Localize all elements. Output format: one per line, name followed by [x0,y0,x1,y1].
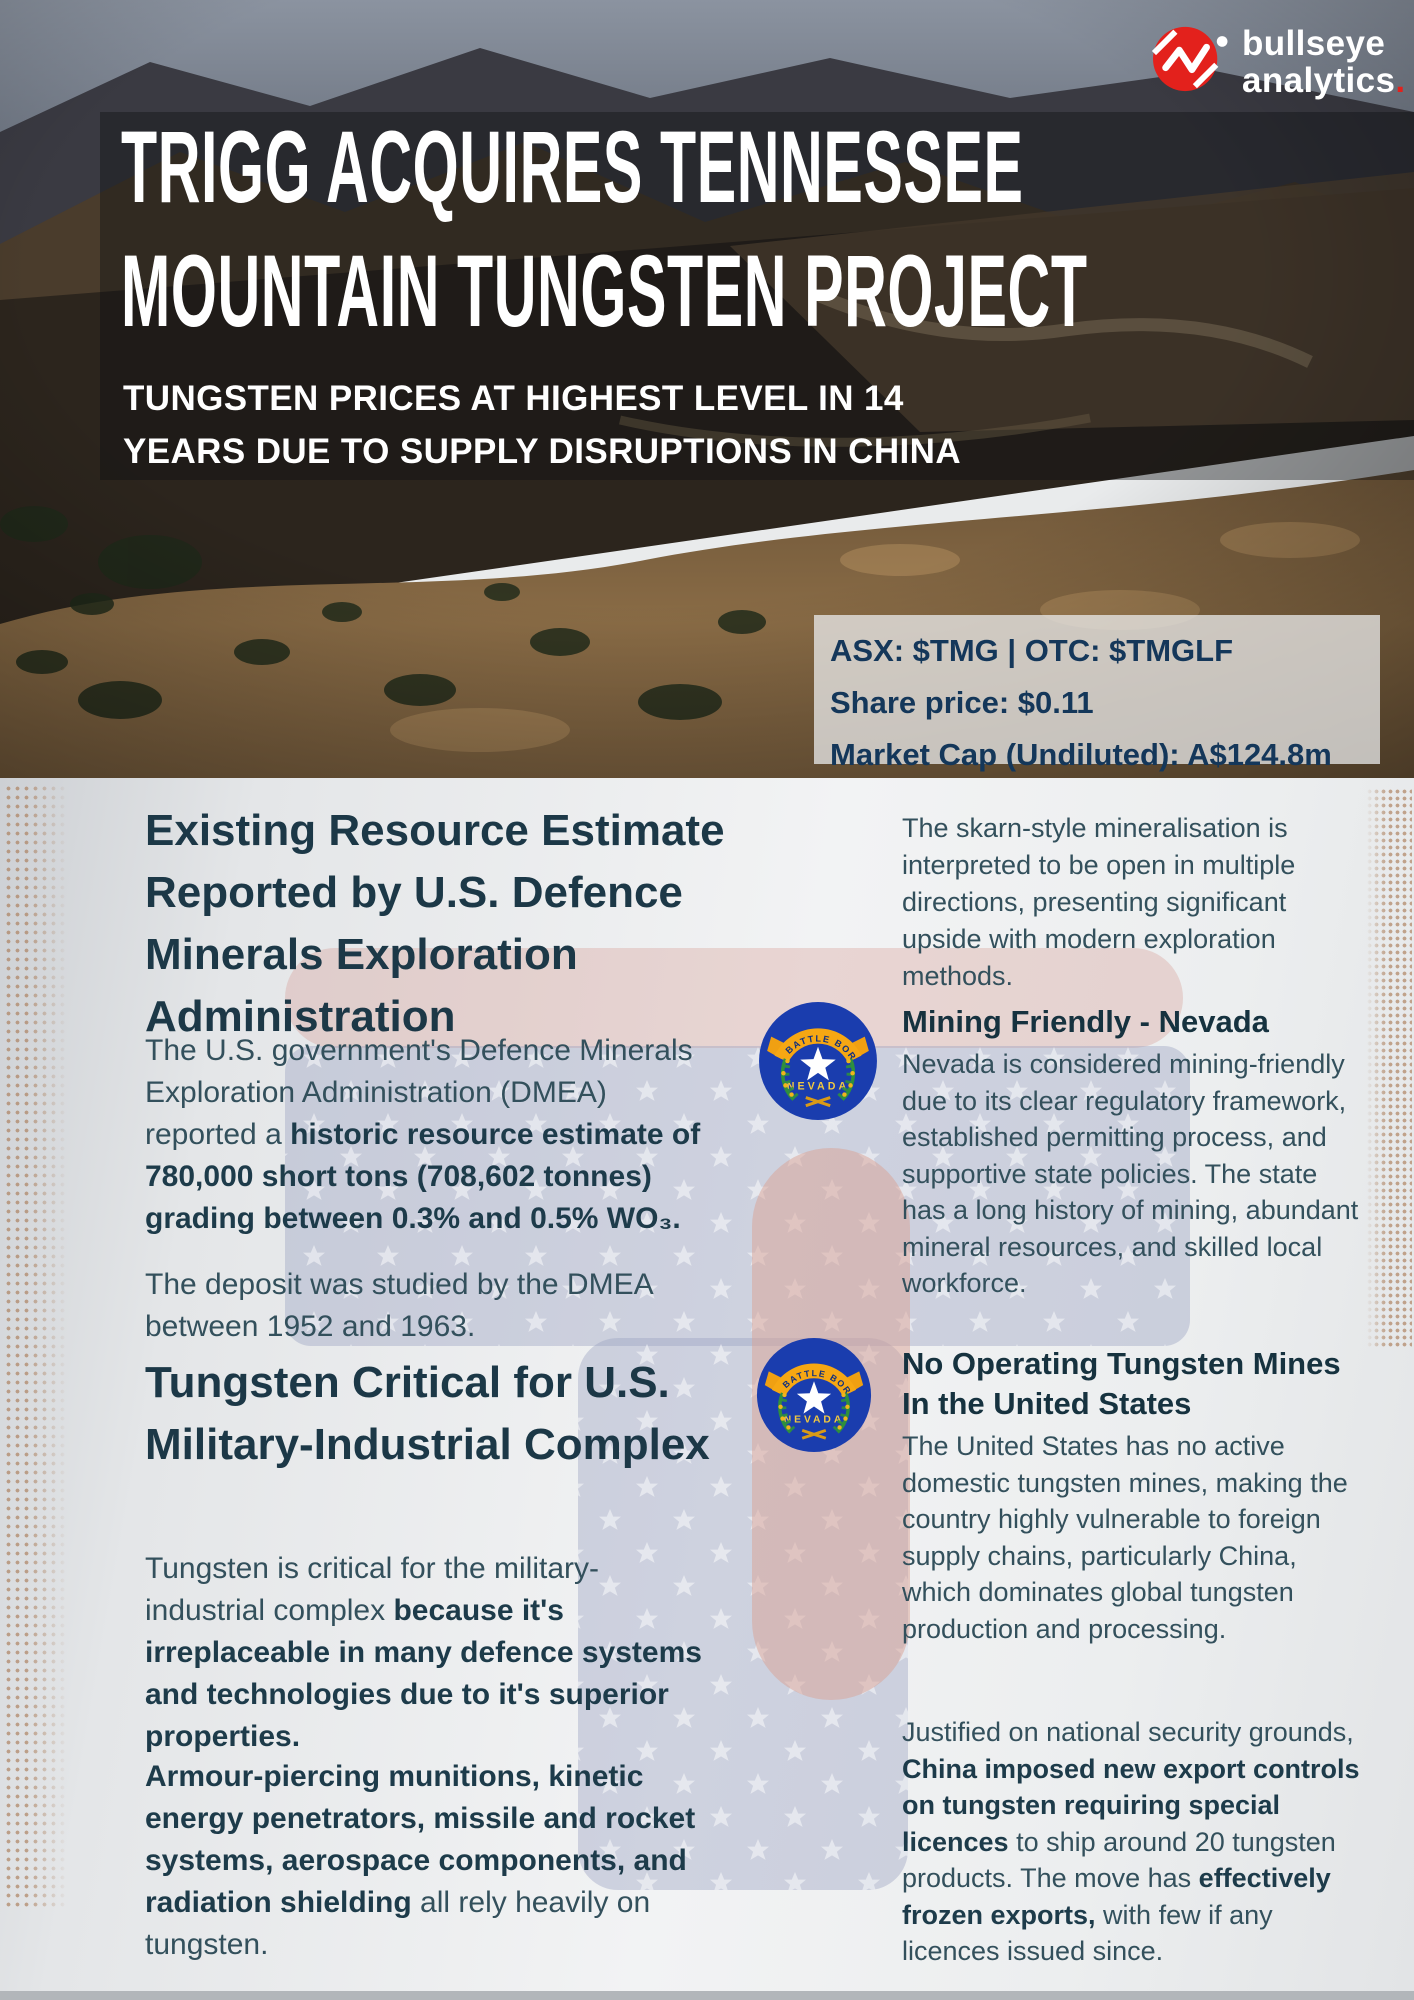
brand-dot: . [1395,61,1406,100]
left-heading-tungsten-critical: Tungsten Critical for U.S. Military-Indu… [145,1358,710,1469]
ticker-line: ASX: $TMG | OTC: $TMGLF [830,633,1234,668]
market-cap-line: Market Cap (Undiluted): A$124.8m [830,737,1332,772]
watermark-pink-stripe [285,948,1183,1048]
halftone-dots-right [1366,788,1412,1348]
page-subtitle-line1: TUNGSTEN PRICES AT HIGHEST LEVEL IN 14 [123,379,904,418]
bullseye-icon [1151,26,1228,92]
nevada-name-text: NEVADA [787,1080,850,1092]
left-heading-resource-estimate: Existing Resource Estimate Reported by U… [145,806,725,1041]
right-paragraph-no-operating-mines: The United States has no active domestic… [902,1431,1348,1644]
left-paragraph-military-industrial: Tungsten is critical for the military-in… [145,1552,702,1753]
page-title-line-2: MOUNTAIN TUNGSTEN PROJECT [121,234,1088,348]
halftone-dots-left [4,784,68,1910]
brand-name-line2: analytics [1242,61,1396,100]
us-flag-watermark [285,948,1190,1890]
left-paragraph-armour-piercing: Armour-piercing munitions, kinetic energ… [145,1760,696,1961]
page-subtitle-line2: YEARS DUE TO SUPPLY DISRUPTIONS IN CHINA [123,432,962,471]
left-paragraph-dmea-estimate: The U.S. government's Defence Minerals E… [145,1034,701,1235]
right-paragraph-mining-friendly: Nevada is considered mining-friendly due… [902,1049,1359,1298]
page-subtitle: TUNGSTEN PRICES AT HIGHEST LEVEL IN 14 Y… [123,372,961,478]
page-title-line-1: TRIGG ACQUIRES TENNESSEE [121,110,1024,224]
watermark-star-band [285,1046,1190,1346]
nevada-name-text: NEVADA [784,1415,844,1426]
right-heading-mining-friendly: Mining Friendly - Nevada [902,1004,1269,1039]
headline-dark-overlay [100,112,1414,480]
brand-name-line1: bullseye [1242,24,1386,63]
brand-logo: bullseye analytics. [1150,20,1406,99]
hero-photo-section: bullseye analytics. TRIGG ACQUIRES TENNE… [0,0,1414,778]
mountain-landscape-photo [0,0,1414,778]
right-paragraph-export-controls: Justified on national security grounds, … [902,1717,1360,1966]
left-paragraph-deposit-studied: The deposit was studied by the DMEA betw… [145,1268,652,1343]
share-price-line: Share price: $0.11 [830,685,1094,720]
stock-info-box: ASX: $TMG | OTC: $TMGLF Share price: $0.… [814,615,1380,772]
right-heading-no-operating-mines: No Operating Tungsten Mines In the Unite… [902,1346,1341,1421]
right-paragraph-skarn: The skarn-style mineralisation is interp… [902,813,1296,991]
brand-name: bullseye analytics. [1242,25,1406,99]
footer-strip [0,1991,1414,2000]
